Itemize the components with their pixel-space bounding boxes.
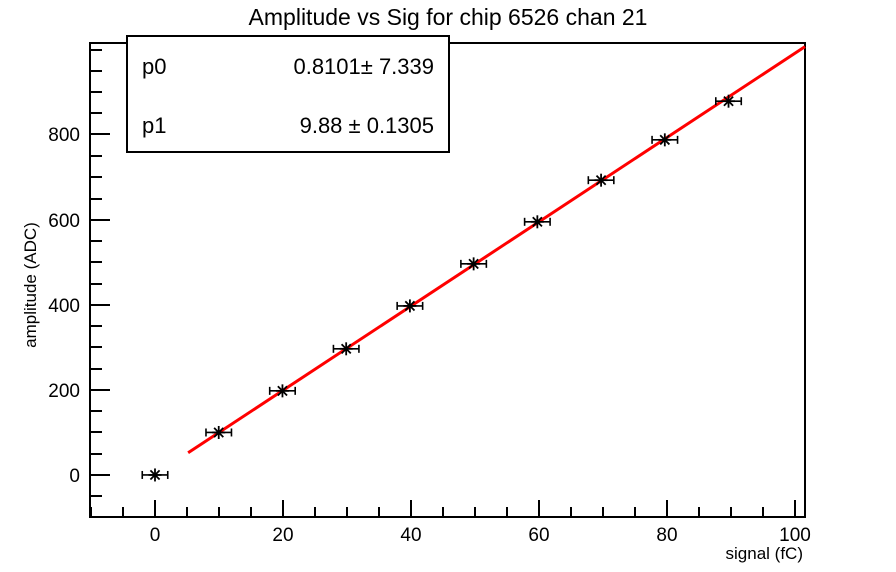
x-axis-minor-ticks [90,507,764,517]
page-title: Amplitude vs Sig for chip 6526 chan 21 [248,4,648,30]
y-tick-label: 400 [48,296,80,317]
x-axis-tick-labels: 0 20 40 60 80 100 [150,525,811,546]
data-point [141,468,169,482]
y-tick-label: 600 [48,211,80,232]
data-point [460,257,488,271]
data-point [523,215,551,229]
stats-param-name: p1 [142,112,167,138]
stats-param-name: p0 [142,53,167,79]
x-tick-label: 80 [656,525,677,546]
stats-param-value: 9.88 ± 0.1305 [299,112,434,138]
x-tick-label: 0 [150,525,161,546]
y-tick-label: 200 [48,381,80,402]
stats-row: p1 9.88 ± 0.1305 [128,96,448,155]
data-point [714,94,743,108]
y-axis-tick-labels: 0 200 400 600 800 [48,125,80,487]
x-axis-major-ticks [154,500,796,517]
y-tick-label: 800 [48,125,80,146]
fit-line-group [187,45,806,455]
stats-row: p0 0.8101± 7.339 [128,37,448,96]
x-tick-label: 60 [528,525,549,546]
x-axis-title: signal (fC) [726,544,803,563]
data-point [268,384,296,398]
fit-line [187,45,806,455]
y-tick-label: 0 [69,466,80,487]
data-point-group [141,94,743,482]
stats-param-value: 0.8101± 7.339 [293,53,434,79]
y-axis-title: amplitude (ADC) [21,222,40,348]
y-axis-minor-ticks [90,49,102,518]
data-point [651,133,679,147]
data-point [205,425,233,439]
fit-stats-box[interactable]: p0 0.8101± 7.339 p1 9.88 ± 0.1305 [126,35,450,153]
x-tick-label: 20 [272,525,293,546]
data-point [587,173,615,187]
y-axis-major-ticks [90,133,110,476]
data-point [332,342,360,356]
x-tick-label: 40 [400,525,421,546]
data-point [396,299,424,313]
x-tick-label: 100 [779,525,811,546]
